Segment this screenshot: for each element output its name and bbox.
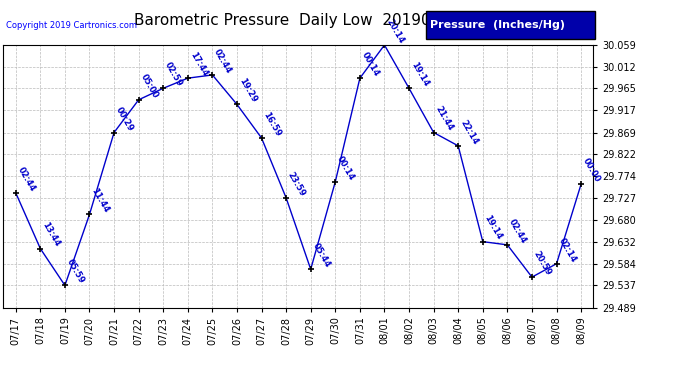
Text: 02:59: 02:59: [164, 61, 184, 88]
Text: Barometric Pressure  Daily Low  20190810: Barometric Pressure Daily Low 20190810: [134, 13, 460, 28]
Text: 19:14: 19:14: [483, 214, 504, 242]
Text: 21:44: 21:44: [433, 105, 455, 132]
Text: 00:14: 00:14: [360, 51, 381, 78]
Text: 00:29: 00:29: [114, 105, 135, 132]
Text: 19:14: 19:14: [409, 61, 430, 88]
Text: 02:44: 02:44: [213, 47, 233, 75]
Text: Copyright 2019 Cartronics.com: Copyright 2019 Cartronics.com: [6, 21, 137, 30]
Text: 22:14: 22:14: [458, 118, 480, 146]
Text: 20:14: 20:14: [384, 17, 406, 45]
Text: 02:44: 02:44: [507, 217, 529, 245]
Text: 13:44: 13:44: [40, 221, 61, 249]
Text: 19:29: 19:29: [237, 77, 258, 104]
Text: 00:14: 00:14: [335, 154, 357, 182]
Text: 17:44: 17:44: [188, 51, 209, 78]
Text: 11:44: 11:44: [90, 187, 110, 214]
Text: 05:00: 05:00: [139, 72, 159, 100]
Text: Pressure  (Inches/Hg): Pressure (Inches/Hg): [430, 20, 565, 30]
Text: 23:59: 23:59: [286, 170, 307, 198]
Text: 00:00: 00:00: [581, 157, 602, 184]
Text: 05:59: 05:59: [65, 258, 86, 285]
Text: 20:59: 20:59: [532, 249, 553, 277]
Text: 02:44: 02:44: [16, 165, 37, 193]
Text: 16:59: 16:59: [262, 110, 283, 138]
Text: 05:44: 05:44: [310, 242, 332, 269]
Text: 02:14: 02:14: [557, 236, 578, 264]
